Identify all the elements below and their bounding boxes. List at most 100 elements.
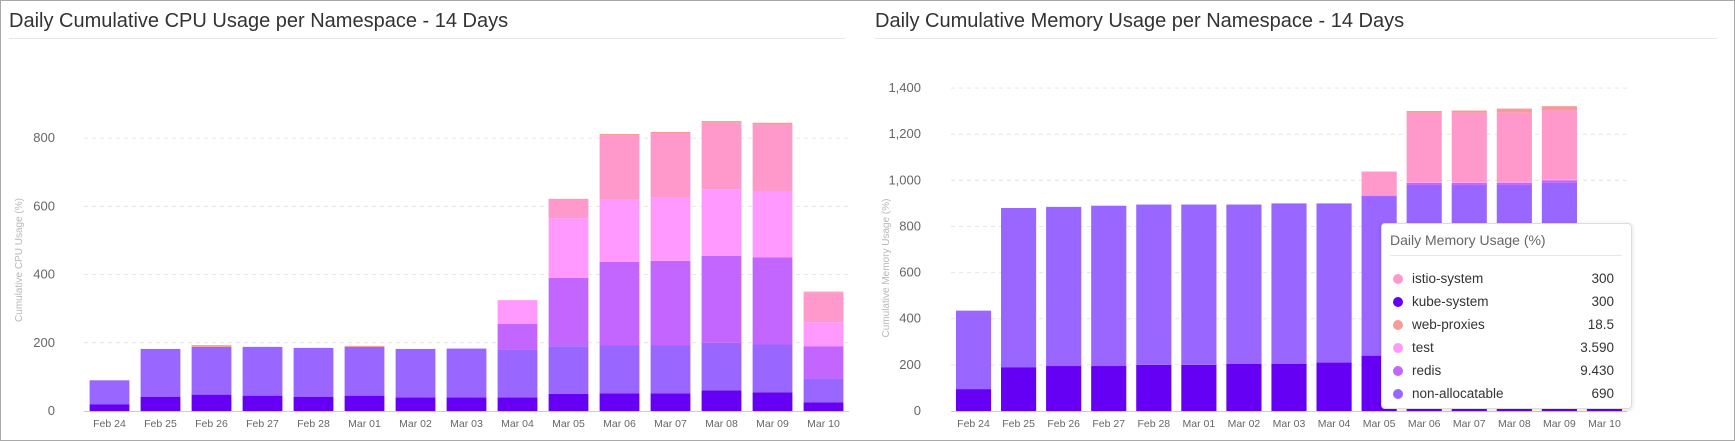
bar-segment-kube-system[interactable] xyxy=(1091,366,1127,411)
bar-segment-non-allocatable[interactable] xyxy=(803,378,844,403)
bar-segment-redis[interactable] xyxy=(1406,182,1442,185)
bar-segment-web-proxies[interactable] xyxy=(1406,110,1442,113)
bar-segment-test[interactable] xyxy=(1451,182,1487,183)
bar-segment-istio-system[interactable] xyxy=(650,132,691,198)
bar-segment-kube-system[interactable] xyxy=(650,393,691,411)
bar-segment-kube-system[interactable] xyxy=(497,397,538,411)
bar-segment-non-allocatable[interactable] xyxy=(446,348,487,398)
bar-segment-kube-system[interactable] xyxy=(752,392,793,411)
bar-segment-web-proxies[interactable] xyxy=(1541,106,1577,111)
bar-segment-redis[interactable] xyxy=(599,261,640,346)
bar-segment-kube-system[interactable] xyxy=(140,396,181,411)
bar-segment-non-allocatable[interactable] xyxy=(1271,203,1307,364)
bar-segment-web-proxies[interactable] xyxy=(548,198,589,200)
bar-segment-web-proxies[interactable] xyxy=(1361,171,1397,173)
y-tick-label: 1,200 xyxy=(888,126,921,141)
y-tick-label: 0 xyxy=(48,403,55,418)
bar-segment-non-allocatable[interactable] xyxy=(1001,208,1037,368)
bar-segment-non-allocatable[interactable] xyxy=(293,347,334,397)
bar-segment-non-allocatable[interactable] xyxy=(955,310,992,390)
bar-segment-non-allocatable[interactable] xyxy=(89,380,130,405)
bar-segment-kube-system[interactable] xyxy=(191,394,232,411)
bar-segment-web-proxies[interactable] xyxy=(344,345,385,347)
bar-segment-non-allocatable[interactable] xyxy=(1181,204,1217,365)
bar-segment-test[interactable] xyxy=(1406,182,1442,183)
bar-segment-redis[interactable] xyxy=(497,324,538,350)
bar-segment-test[interactable] xyxy=(701,189,742,256)
bar-segment-test[interactable] xyxy=(599,199,640,262)
bar-segment-non-allocatable[interactable] xyxy=(752,344,793,393)
bar-segment-web-proxies[interactable] xyxy=(599,134,640,136)
bar-segment-non-allocatable[interactable] xyxy=(701,342,742,391)
bar-segment-redis[interactable] xyxy=(752,257,793,345)
bar-segment-web-proxies[interactable] xyxy=(752,122,793,125)
bar-segment-web-proxies[interactable] xyxy=(650,131,691,133)
bar-segment-test[interactable] xyxy=(497,300,538,325)
bar-segment-kube-system[interactable] xyxy=(803,402,844,411)
bar-segment-istio-system[interactable] xyxy=(548,199,589,219)
bar-segment-test[interactable] xyxy=(1361,195,1397,196)
bar-segment-istio-system[interactable] xyxy=(1496,112,1532,182)
bar-segment-kube-system[interactable] xyxy=(242,395,283,411)
bar-segment-kube-system[interactable] xyxy=(1226,363,1262,411)
bar-segment-non-allocatable[interactable] xyxy=(497,349,538,398)
bar-segment-web-proxies[interactable] xyxy=(1451,110,1487,113)
bar-segment-kube-system[interactable] xyxy=(89,404,130,411)
bar-segment-kube-system[interactable] xyxy=(446,397,487,411)
bar-segment-test[interactable] xyxy=(1541,179,1577,181)
bar-segment-non-allocatable[interactable] xyxy=(395,348,436,398)
bar-segment-istio-system[interactable] xyxy=(1451,112,1487,183)
bar-segment-redis[interactable] xyxy=(548,277,589,347)
bar-segment-istio-system[interactable] xyxy=(1541,110,1577,180)
bar-segment-kube-system[interactable] xyxy=(599,393,640,411)
bar-segment-test[interactable] xyxy=(650,197,691,261)
bar-segment-redis[interactable] xyxy=(803,346,844,379)
bar-segment-istio-system[interactable] xyxy=(803,292,844,323)
bar-segment-redis[interactable] xyxy=(1451,182,1487,185)
bar-segment-kube-system[interactable] xyxy=(1046,366,1082,411)
bar-segment-redis[interactable] xyxy=(1541,180,1577,183)
bar-segment-redis[interactable] xyxy=(650,260,691,346)
bar-segment-non-allocatable[interactable] xyxy=(650,345,691,394)
bar-segment-web-proxies[interactable] xyxy=(701,121,742,123)
bar-segment-istio-system[interactable] xyxy=(752,124,793,191)
bar-segment-non-allocatable[interactable] xyxy=(1046,206,1082,367)
bar-segment-web-proxies[interactable] xyxy=(803,291,844,293)
bar-segment-non-allocatable[interactable] xyxy=(1226,204,1262,364)
x-tick-label: Feb 26 xyxy=(195,418,228,430)
bar-segment-istio-system[interactable] xyxy=(1406,112,1442,183)
bar-segment-test[interactable] xyxy=(803,322,844,347)
bar-segment-istio-system[interactable] xyxy=(1361,172,1397,196)
bar-segment-test[interactable] xyxy=(548,218,589,278)
bar-segment-redis[interactable] xyxy=(1361,195,1397,197)
bar-segment-non-allocatable[interactable] xyxy=(1136,204,1172,365)
bar-segment-non-allocatable[interactable] xyxy=(140,348,181,397)
bar-segment-non-allocatable[interactable] xyxy=(1316,203,1352,363)
bar-segment-test[interactable] xyxy=(752,190,793,258)
bar-segment-non-allocatable[interactable] xyxy=(344,346,385,396)
bar-segment-kube-system[interactable] xyxy=(1271,363,1307,411)
bar-segment-istio-system[interactable] xyxy=(701,122,742,190)
bar-segment-istio-system[interactable] xyxy=(599,135,640,200)
bar-segment-web-proxies[interactable] xyxy=(1496,108,1532,113)
bar-segment-kube-system[interactable] xyxy=(955,389,992,411)
bar-segment-kube-system[interactable] xyxy=(293,396,334,411)
bar-segment-redis[interactable] xyxy=(701,255,742,343)
bar-segment-kube-system[interactable] xyxy=(1316,362,1352,411)
bar-segment-non-allocatable[interactable] xyxy=(242,346,283,396)
bar-segment-redis[interactable] xyxy=(1496,182,1532,185)
bar-segment-kube-system[interactable] xyxy=(344,395,385,411)
bar-segment-kube-system[interactable] xyxy=(1181,364,1217,411)
bar-segment-non-allocatable[interactable] xyxy=(599,345,640,394)
bar-segment-kube-system[interactable] xyxy=(1136,364,1172,411)
bar-segment-non-allocatable[interactable] xyxy=(1091,205,1127,367)
memory-title-divider xyxy=(875,38,1717,39)
bar-segment-test[interactable] xyxy=(1496,181,1532,183)
bar-segment-kube-system[interactable] xyxy=(701,390,742,411)
bar-segment-non-allocatable[interactable] xyxy=(548,346,589,394)
bar-segment-kube-system[interactable] xyxy=(548,393,589,411)
bar-segment-kube-system[interactable] xyxy=(1001,367,1037,411)
bar-segment-kube-system[interactable] xyxy=(395,397,436,411)
bar-segment-non-allocatable[interactable] xyxy=(191,346,232,395)
bar-segment-web-proxies[interactable] xyxy=(191,345,232,347)
